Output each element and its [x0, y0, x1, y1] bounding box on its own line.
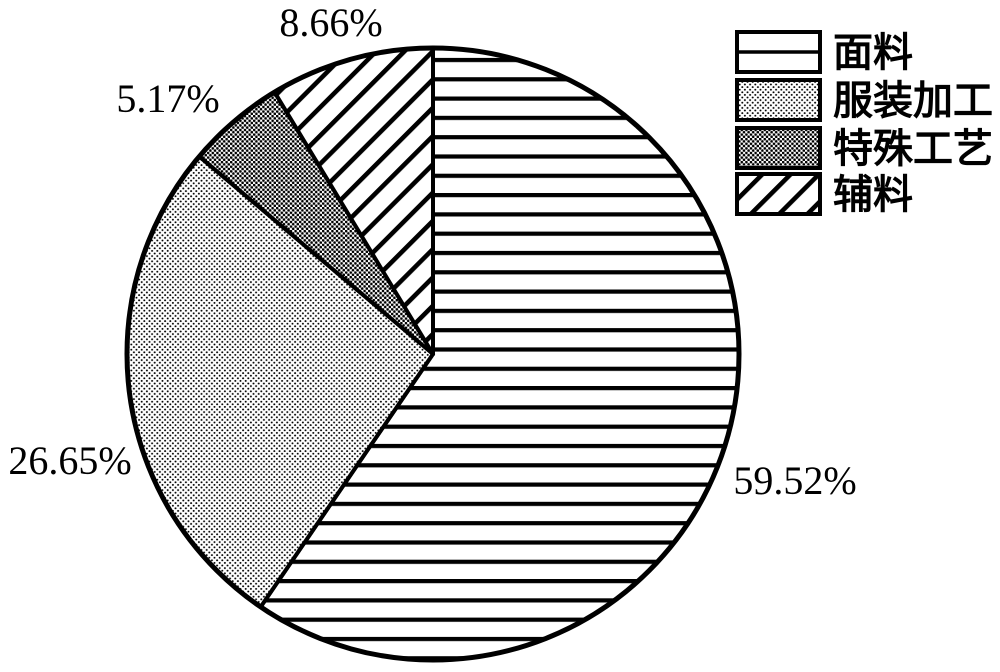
legend-label-garment-processing: 服装加工: [833, 78, 993, 123]
legend-label-accessories: 辅料: [833, 172, 913, 217]
value-label-garment-processing: 26.65%: [8, 438, 131, 483]
legend-swatch-diagonal-stripes: [735, 172, 822, 216]
legend-label-fabric: 面料: [833, 30, 913, 75]
legend: 面料 服装加工 特殊工艺 辅料: [735, 30, 993, 217]
legend-swatch-dense-dots: [735, 126, 822, 170]
value-label-accessories: 8.66%: [279, 0, 382, 45]
legend-swatch-light-dots: [735, 78, 822, 122]
legend-item-garment-processing: 服装加工: [735, 78, 993, 123]
pie-slices: [125, 46, 741, 662]
legend-item-accessories: 辅料: [735, 172, 913, 217]
pie-outline: [124, 45, 742, 663]
slice-value-labels: 59.52% 26.65% 5.17% 8.66%: [8, 0, 856, 503]
value-label-special-craft: 5.17%: [116, 76, 219, 121]
value-label-fabric: 59.52%: [733, 458, 856, 503]
legend-item-special-craft: 特殊工艺: [735, 126, 993, 171]
legend-label-special-craft: 特殊工艺: [833, 126, 993, 171]
legend-item-fabric: 面料: [735, 30, 913, 75]
